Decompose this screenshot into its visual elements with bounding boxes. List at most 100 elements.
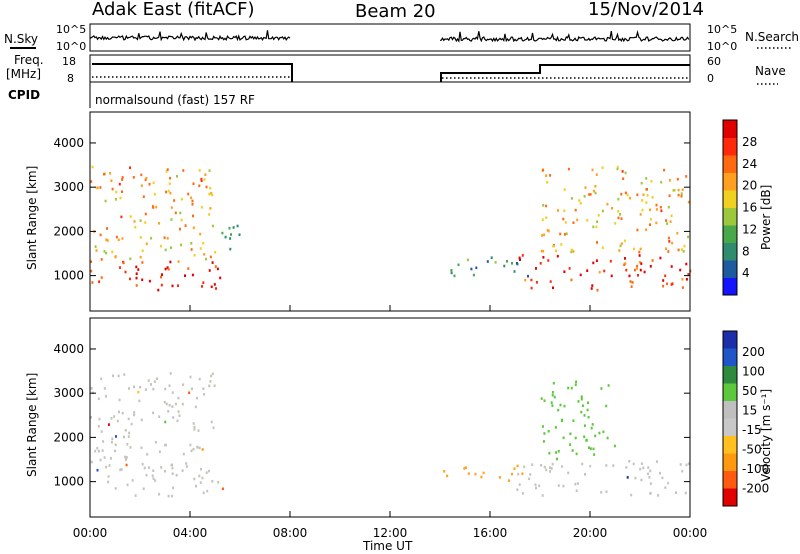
range-cell [103, 387, 106, 390]
range-cell [679, 268, 682, 272]
range-cell [215, 287, 217, 290]
range-cell [607, 384, 610, 387]
range-cell [164, 248, 167, 252]
range-cell [490, 256, 493, 259]
range-cell [140, 446, 143, 450]
range-cell [620, 242, 623, 245]
range-cell [466, 258, 469, 262]
range-cell [518, 256, 521, 260]
range-cell [176, 175, 178, 178]
range-cell [107, 480, 110, 484]
colorbar-tick-label: -200 [742, 482, 769, 496]
range-cell [530, 278, 533, 282]
range-cell [97, 449, 100, 453]
range-cell [170, 206, 173, 209]
power-colorbar-label: Power [dB] [759, 185, 773, 250]
range-cell [592, 189, 595, 193]
range-cell [199, 247, 202, 250]
range-cell [541, 494, 544, 497]
colorbar-tick-label: -15 [742, 423, 762, 437]
range-cell [151, 205, 154, 208]
range-cell [141, 261, 144, 264]
range-cell [94, 245, 97, 248]
range-cell [126, 483, 129, 487]
range-cell [649, 218, 652, 221]
range-cell [94, 449, 97, 453]
range-cell [613, 444, 616, 448]
date-label: 15/Nov/2014 [588, 0, 704, 20]
velocity-colorbar: 200 100 50 15 -15 -50 -100 -200 [722, 330, 769, 507]
range-cell [625, 268, 628, 272]
range-cell [443, 470, 446, 473]
power-yticks: 1000 2000 3000 4000 [53, 136, 690, 283]
range-cell [572, 221, 575, 224]
range-cell [634, 268, 636, 272]
range-cell [685, 463, 688, 467]
range-cell [114, 255, 117, 259]
range-cell [587, 415, 590, 419]
range-cell [160, 283, 163, 287]
range-cell [523, 465, 526, 469]
colorbar-tick-label: -100 [742, 462, 769, 476]
range-cell [166, 237, 169, 240]
range-cell [98, 280, 101, 283]
freq-trace-b [440, 64, 690, 82]
range-cell [597, 214, 600, 217]
range-cell [661, 476, 664, 480]
range-cell [603, 269, 606, 273]
range-cell [171, 405, 174, 408]
range-cell [601, 209, 604, 213]
range-cell [230, 233, 232, 236]
range-cell [142, 487, 145, 490]
range-cell [546, 181, 549, 184]
range-cell [559, 403, 562, 407]
range-cell [589, 464, 592, 468]
range-cell [671, 241, 674, 245]
range-cell [107, 423, 110, 426]
range-cell [90, 260, 92, 263]
range-cell [177, 396, 180, 400]
range-cell [185, 465, 188, 468]
range-cell [137, 390, 140, 394]
nsky-trace [89, 30, 690, 43]
range-cell [141, 462, 144, 466]
range-cell [175, 473, 178, 477]
range-cell [158, 492, 161, 496]
range-cell [638, 254, 641, 257]
range-cell [640, 181, 643, 185]
range-cell [596, 220, 599, 223]
range-cell [177, 260, 180, 263]
range-cell [574, 383, 577, 386]
range-cell [109, 172, 112, 175]
range-cell [550, 401, 553, 404]
range-cell [665, 247, 667, 250]
range-cell [193, 425, 196, 429]
range-cell [107, 475, 110, 478]
range-cell [605, 464, 608, 467]
range-cell [600, 387, 603, 390]
range-cell [519, 258, 521, 261]
range-cell [617, 216, 620, 220]
range-cell [655, 460, 658, 463]
range-cell [450, 269, 453, 272]
range-cell [579, 202, 582, 205]
range-cell [647, 466, 650, 469]
range-cell [535, 267, 537, 270]
nave-label: Nave [755, 64, 786, 78]
colorbar-swatch [723, 277, 737, 296]
range-cell [676, 177, 679, 181]
range-cell [168, 182, 171, 185]
range-cell [172, 416, 175, 419]
range-cell [177, 284, 179, 287]
range-cell [560, 243, 563, 246]
range-cell [567, 386, 570, 390]
range-cell [548, 451, 551, 455]
range-cell [575, 489, 578, 492]
range-cell [591, 168, 594, 172]
range-cell [531, 463, 534, 466]
range-cell [472, 273, 475, 277]
x-tick-label: 12:00 [373, 526, 408, 540]
range-cell [633, 247, 635, 251]
range-cell [112, 374, 114, 378]
range-cell [211, 224, 214, 228]
